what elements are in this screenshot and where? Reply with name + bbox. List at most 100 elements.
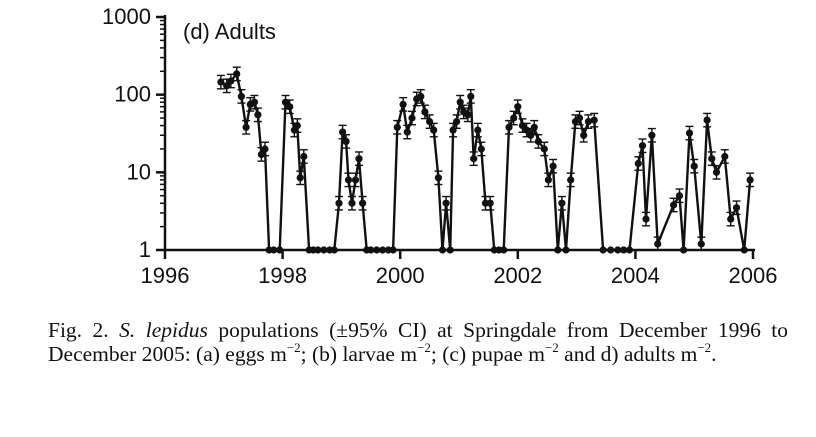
- caption-line3-b: and d) adults m: [564, 342, 698, 366]
- caption-species: S. lepidus: [119, 318, 208, 342]
- data-point: [408, 114, 416, 122]
- data-point: [514, 103, 522, 111]
- data-point: [426, 118, 434, 126]
- data-point: [642, 215, 650, 223]
- figure-caption: Fig. 2. S. lepidus populations (±95% CI)…: [48, 318, 788, 366]
- data-point: [500, 246, 508, 254]
- data-point: [634, 159, 642, 168]
- data-point: [712, 168, 721, 176]
- data-point: [300, 152, 308, 161]
- data-point: [540, 145, 548, 153]
- caption-line3-a: (c) pupae m: [442, 342, 545, 366]
- data-point: [281, 98, 290, 106]
- x-tick-label: 1998: [258, 263, 307, 288]
- data-point: [421, 108, 429, 116]
- data-point: [567, 176, 575, 184]
- data-point: [708, 155, 716, 163]
- data-point: [442, 199, 450, 207]
- data-point: [339, 128, 347, 136]
- axes: 1 10 100 1000 1996 1998 2000 2002 2004 2006: [102, 4, 777, 288]
- caption-exp-2: −2: [417, 340, 431, 355]
- data-point: [486, 199, 494, 207]
- x-tick-label: 2006: [729, 263, 778, 288]
- data-point: [625, 246, 634, 254]
- data-point: [286, 103, 294, 111]
- y-tick-label: 1000: [102, 4, 151, 29]
- data-point: [727, 215, 735, 223]
- data-point: [417, 92, 425, 100]
- data-point: [527, 131, 535, 139]
- caption-line1: populations (±95% CI) at Springdale from: [218, 318, 609, 342]
- data-point: [467, 92, 475, 100]
- caption-line2-a: December 1996 to December 2005: (a) eggs…: [48, 318, 789, 366]
- data-point: [675, 192, 684, 200]
- data-point: [320, 246, 328, 254]
- data-point: [438, 246, 447, 254]
- caption-prefix: Fig. 2.: [48, 318, 109, 342]
- caption-semicolon: ;: [430, 342, 437, 366]
- data-point: [434, 174, 442, 182]
- data-point: [614, 246, 622, 254]
- data-point: [690, 162, 698, 170]
- data-point: [721, 152, 729, 161]
- data-point: [697, 240, 705, 248]
- y-tick-label: 1: [139, 237, 151, 262]
- data-point: [470, 155, 478, 163]
- data-point: [732, 204, 741, 212]
- data-point: [670, 201, 678, 209]
- panel-label: (d) Adults: [183, 19, 276, 44]
- data-point: [223, 82, 231, 90]
- data-point: [399, 100, 407, 108]
- data-point: [584, 118, 593, 126]
- x-tick-label: 2002: [493, 263, 542, 288]
- data-point: [430, 126, 438, 134]
- data-point: [373, 246, 381, 254]
- data-point: [558, 199, 566, 207]
- data-point: [314, 246, 322, 254]
- data-point: [270, 246, 278, 254]
- y-tick-label: 100: [114, 82, 151, 107]
- data-point: [379, 246, 387, 254]
- data-point: [250, 98, 258, 106]
- data-point: [654, 240, 662, 248]
- data-point: [276, 246, 284, 254]
- data-point: [355, 155, 363, 163]
- data-point: [348, 199, 356, 207]
- data-point: [403, 128, 411, 136]
- data-point: [544, 176, 553, 184]
- error-bars: [216, 66, 755, 251]
- data-point: [393, 123, 401, 131]
- data-point: [330, 246, 338, 254]
- data-point: [227, 77, 235, 85]
- data-point: [680, 246, 688, 254]
- data-point: [607, 246, 615, 254]
- caption-exp-4: −2: [697, 340, 712, 355]
- data-point: [746, 176, 754, 184]
- caption-line2-b: ; (b) larvae m: [300, 342, 418, 366]
- data-point: [685, 129, 694, 137]
- data-point: [474, 126, 482, 134]
- data-point: [510, 114, 518, 122]
- data-point: [575, 114, 584, 122]
- data-point: [257, 150, 265, 158]
- series-line: [220, 72, 752, 252]
- data-point: [590, 116, 598, 124]
- data-point: [523, 126, 531, 134]
- data-points: [217, 70, 754, 254]
- x-tick-label: 1996: [141, 263, 190, 288]
- data-point: [599, 246, 607, 254]
- data-point: [254, 111, 262, 119]
- data-point: [648, 131, 656, 139]
- data-point: [449, 126, 457, 134]
- caption-exp-3: −2: [544, 340, 559, 355]
- data-point: [477, 145, 485, 153]
- y-tick-label: 10: [127, 159, 151, 184]
- data-point: [367, 246, 375, 254]
- data-point: [335, 199, 343, 207]
- data-point: [233, 70, 241, 78]
- data-point: [242, 123, 250, 131]
- series-path: [220, 72, 752, 252]
- data-point: [453, 118, 461, 126]
- data-point: [703, 116, 711, 124]
- caption-exp-1: −2: [286, 340, 301, 355]
